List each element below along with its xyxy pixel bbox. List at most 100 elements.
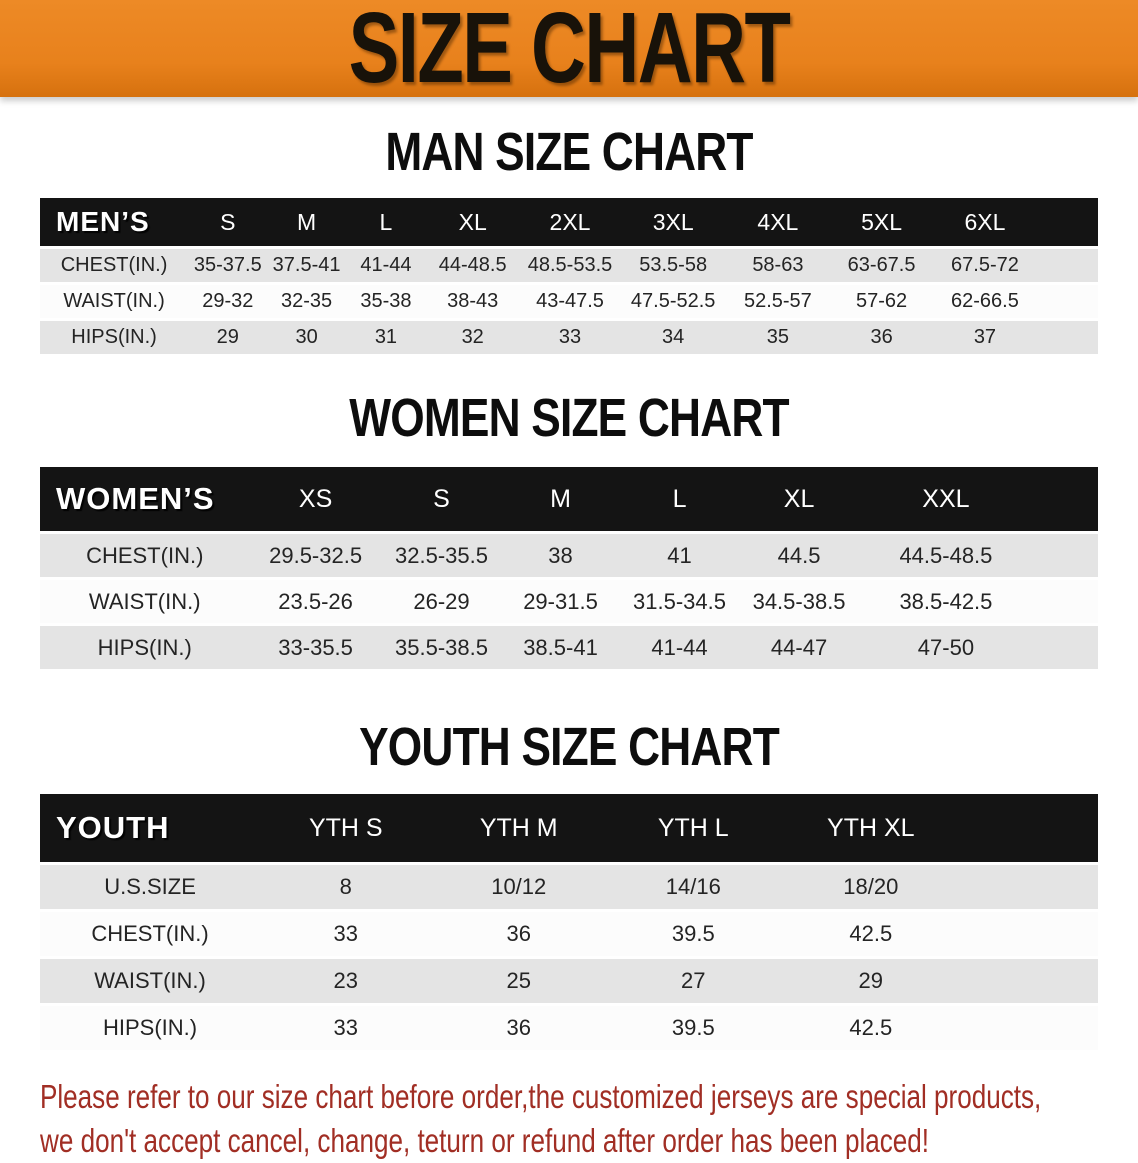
youth-chest-cell: 42.5 (849, 921, 893, 946)
women-hips-cell: 35.5-38.5 (395, 634, 488, 660)
men-chest-row-label: CHEST(IN.) (60, 254, 168, 276)
youth-size-col: YTH XL (780, 794, 1098, 864)
women-group-label: WOMEN’S (40, 467, 250, 533)
youth-group-label: YOUTH (40, 794, 261, 864)
youth-table-header-row: YOUTH YTH S YTH M YTH L YTH XL (40, 794, 1098, 864)
women-size-col: L (619, 467, 740, 533)
women-hips-cell: 44-47 (770, 634, 828, 660)
youth-chest-cell: 39.5 (671, 921, 715, 946)
men-size-col: 6XL (932, 198, 1098, 248)
women-chest-cell: 29.5-32.5 (269, 542, 363, 568)
men-hips-cell: 33 (558, 326, 582, 348)
youth-hips-row-label: HIPS(IN.) (102, 1015, 198, 1040)
youth-chest-cell: 33 (333, 921, 358, 946)
men-size-table: MEN’S S M L XL 2XL 3XL 4XL 5XL 6XL CHEST… (40, 198, 1098, 357)
men-hips-cell: 31 (374, 326, 398, 348)
youth-chest-row: CHEST(IN.) 33 36 39.5 42.5 (40, 910, 1098, 958)
banner-title: SIZE CHART (348, 0, 791, 104)
men-section-heading: MAN SIZE CHART (0, 125, 1138, 179)
disclaimer-line-2: we don't accept cancel, change, teturn o… (40, 1122, 930, 1159)
women-waist-row-label: WAIST(IN.) (88, 588, 201, 614)
men-chest-cell: 35-37.5 (193, 254, 262, 276)
women-hips-row-label: HIPS(IN.) (97, 634, 192, 660)
women-section-heading-text: WOMEN SIZE CHART (349, 388, 789, 448)
men-size-col: M (267, 198, 346, 248)
youth-ussize-row-label: U.S.SIZE (104, 874, 196, 899)
size-chart-banner: SIZE CHART (0, 0, 1138, 104)
youth-waist-cell: 29 (858, 968, 884, 993)
men-hips-cell: 32 (461, 326, 484, 348)
women-section-heading: WOMEN SIZE CHART (0, 388, 1138, 448)
youth-hips-cell: 36 (506, 1015, 531, 1040)
women-size-table: WOMEN’S XS S M L XL XXL CHEST(IN.) 29.5-… (40, 467, 1098, 672)
women-hips-cell: 47-50 (917, 634, 975, 660)
men-group-label: MEN’S (40, 198, 189, 248)
men-size-col: XL (426, 198, 520, 248)
men-size-col: S (188, 198, 268, 248)
youth-size-table: YOUTH YTH S YTH M YTH L YTH XL U.S.SIZE … (40, 794, 1098, 1053)
men-size-col: 5XL (830, 198, 933, 248)
men-waist-cell: 32-35 (281, 290, 333, 312)
women-waist-cell: 38.5-42.5 (899, 588, 993, 614)
men-table-header-row: MEN’S S M L XL 2XL 3XL 4XL 5XL 6XL (40, 198, 1098, 248)
men-size-col: 4XL (725, 198, 831, 248)
youth-waist-cell: 25 (506, 968, 531, 993)
men-hips-cell: 29 (216, 326, 239, 348)
men-size-col: 2XL (519, 198, 621, 248)
men-chest-cell: 48.5-53.5 (527, 254, 613, 276)
men-size-col: L (345, 198, 427, 248)
men-waist-row-label: WAIST(IN.) (63, 290, 165, 312)
men-waist-cell: 43-47.5 (536, 290, 604, 312)
women-chest-cell: 44.5-48.5 (899, 542, 993, 568)
youth-ussize-cell: 10/12 (491, 874, 547, 899)
men-chest-row: CHEST(IN.) 35-37.5 37.5-41 41-44 44-48.5… (40, 247, 1098, 284)
disclaimer: Please refer to our size chart before or… (0, 1075, 1138, 1163)
men-hips-cell: 36 (870, 326, 893, 348)
men-hips-row-label: HIPS(IN.) (71, 326, 157, 348)
women-hips-cell: 38.5-41 (523, 634, 598, 660)
women-chest-cell: 44.5 (777, 542, 821, 568)
men-waist-cell: 52.5-57 (743, 290, 812, 312)
youth-ussize-row: U.S.SIZE 8 10/12 14/16 18/20 (40, 863, 1098, 911)
men-size-col: 3XL (620, 198, 726, 248)
women-waist-cell: 29-31.5 (523, 588, 598, 614)
men-chest-cell: 67.5-72 (951, 254, 1019, 276)
men-hips-cell: 30 (295, 326, 318, 348)
men-chest-cell: 44-48.5 (438, 254, 507, 276)
men-chest-cell: 53.5-58 (639, 254, 708, 276)
women-size-col: XL (739, 467, 859, 533)
men-waist-cell: 29-32 (202, 290, 254, 312)
youth-hips-cell: 42.5 (849, 1015, 893, 1040)
women-waist-cell: 34.5-38.5 (752, 588, 846, 614)
youth-waist-cell: 27 (681, 968, 706, 993)
youth-size-col: YTH S (260, 794, 432, 864)
women-size-col: XS (249, 467, 382, 533)
women-hips-row: HIPS(IN.) 33-35.5 35.5-38.5 38.5-41 41-4… (40, 624, 1098, 671)
men-hips-row: HIPS(IN.) 29 30 31 32 33 34 35 36 37 (40, 319, 1098, 356)
youth-section-heading-text: YOUTH SIZE CHART (359, 717, 780, 777)
youth-waist-row-label: WAIST(IN.) (94, 968, 206, 993)
youth-size-col: YTH M (431, 794, 607, 864)
men-hips-cell: 37 (973, 326, 997, 348)
youth-chest-cell: 36 (506, 921, 531, 946)
women-hips-cell: 41-44 (651, 634, 708, 660)
disclaimer-line-1: Please refer to our size chart before or… (40, 1078, 1042, 1115)
women-chest-cell: 38 (548, 542, 573, 568)
men-chest-cell: 41-44 (360, 254, 412, 276)
women-chest-row-label: CHEST(IN.) (86, 542, 204, 568)
youth-chest-row-label: CHEST(IN.) (91, 921, 209, 946)
men-waist-row: WAIST(IN.) 29-32 32-35 35-38 38-43 43-47… (40, 283, 1098, 320)
women-size-col: XXL (858, 467, 1098, 533)
youth-waist-row: WAIST(IN.) 23 25 27 29 (40, 957, 1098, 1005)
youth-hips-row: HIPS(IN.) 33 36 39.5 42.5 (40, 1004, 1098, 1052)
youth-size-col: YTH L (606, 794, 781, 864)
men-waist-cell: 38-43 (447, 290, 499, 312)
youth-ussize-cell: 18/20 (843, 874, 899, 899)
youth-hips-cell: 39.5 (671, 1015, 715, 1040)
men-waist-cell: 62-66.5 (951, 290, 1019, 312)
youth-ussize-cell: 14/16 (665, 874, 721, 899)
men-waist-cell: 35-38 (360, 290, 412, 312)
women-size-col: M (501, 467, 620, 533)
women-size-col: S (381, 467, 502, 533)
men-hips-cell: 34 (662, 326, 685, 348)
